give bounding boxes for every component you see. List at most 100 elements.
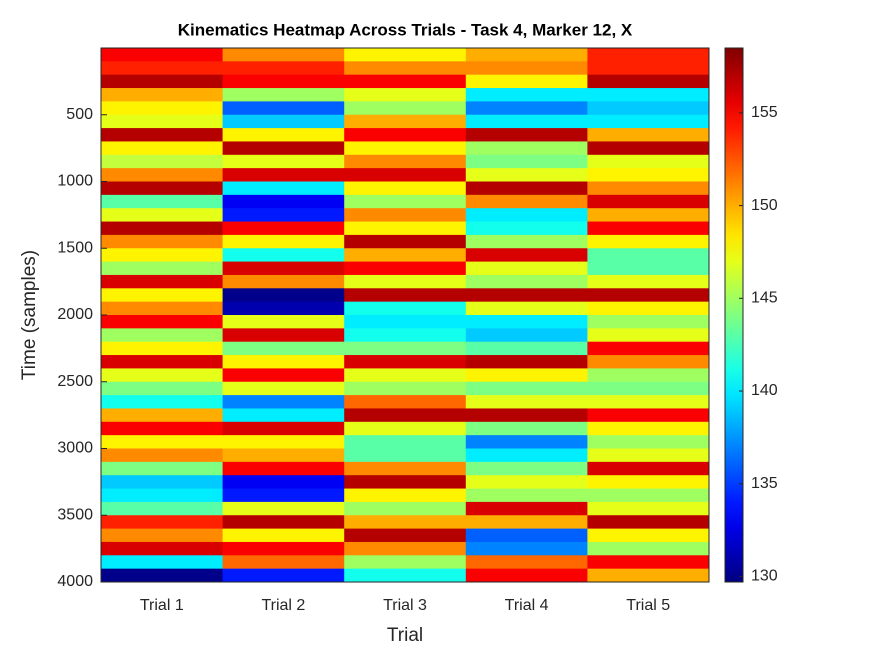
heatmap-cell [344,221,467,236]
heatmap-cell [101,181,224,196]
heatmap-cell [101,555,224,570]
heatmap-cell [587,541,710,556]
heatmap-cell [465,128,588,142]
heatmap-cell [587,488,710,503]
heatmap-cell [101,408,224,423]
heatmap-cell [101,101,224,116]
heatmap-cell [222,555,345,570]
heatmap-cell [222,248,345,263]
heatmap-cell [344,368,467,383]
heatmap-cell [344,261,467,276]
heatmap-cell [344,568,467,583]
heatmap-cell [222,141,345,156]
heatmap-cell [222,208,345,223]
heatmap-cell [222,568,345,583]
y-axis-label: Time (samples) [19,250,40,380]
heatmap-cell [344,541,467,556]
heatmap-cell [222,128,345,142]
x-axis-label: Trial [387,625,423,646]
heatmap-cell [465,555,588,570]
heatmap-cell [101,541,224,556]
heatmap-cell [222,355,345,369]
heatmap-cell [222,475,345,490]
heatmap-cell [587,408,710,423]
heatmap-cell [222,168,345,182]
heatmap-cell [344,395,467,409]
heatmap-cell [344,328,467,343]
heatmap-cell [587,248,710,263]
heatmap-cell [465,248,588,263]
heatmap-cell [587,48,710,62]
colorbar-tick-label: 155 [751,104,778,121]
heatmap-cell [101,488,224,503]
heatmap-cell [222,395,345,409]
heatmap-cell [344,381,467,396]
heatmap-cell [222,315,345,329]
heatmap-cell [101,381,224,396]
heatmap-cell [344,74,467,89]
heatmap-cell [222,88,345,102]
heatmap-cell [101,154,224,169]
heatmap-cell [587,168,710,182]
heatmap-cell [465,515,588,530]
heatmap-cell [222,461,345,476]
heatmap-cell [587,341,710,356]
heatmap-cell [101,341,224,356]
heatmap-cell [465,408,588,423]
heatmap-cell [344,88,467,102]
heatmap-cell [587,395,710,409]
heatmap-cell [222,488,345,503]
heatmap-cell [465,208,588,223]
heatmap-cell [222,368,345,383]
heatmap-cell [587,568,710,583]
heatmap-cell [465,368,588,383]
heatmap-cell [587,368,710,383]
heatmap-cell [465,48,588,62]
heatmap-cell [587,141,710,156]
heatmap-cell [101,515,224,530]
heatmap-cell [587,461,710,476]
heatmap-cell [465,261,588,276]
heatmap-cell [222,61,345,76]
heatmap-cell [465,288,588,303]
heatmap-cell [222,221,345,236]
heatmap-cell [587,435,710,449]
heatmap-cell [344,421,467,436]
heatmap-cell [587,475,710,490]
heatmap-cell [587,61,710,76]
heatmap-cell [587,328,710,343]
colorbar-tick-label: 150 [751,197,778,214]
colorbar-tick-label: 140 [751,382,778,399]
heatmap-cell [101,168,224,182]
heatmap-cell [101,328,224,343]
heatmap-cell [587,315,710,329]
heatmap-cell [344,555,467,570]
heatmap-cell [344,435,467,449]
heatmap-cell [344,448,467,463]
heatmap-cell [587,114,710,129]
heatmap-cells [101,48,710,583]
heatmap-cell [344,315,467,329]
heatmap-cell [465,528,588,543]
heatmap-cell [587,355,710,369]
heatmap-cell [344,355,467,369]
heatmap-cell [222,114,345,129]
heatmap-cell [222,448,345,463]
heatmap-cell [222,501,345,516]
heatmap-cell [465,435,588,449]
heatmap-cell [587,501,710,516]
heatmap-cell [465,355,588,369]
heatmap-cell [101,128,224,142]
heatmap-cell [101,475,224,490]
heatmap-cell [101,315,224,329]
heatmap-cell [222,288,345,303]
heatmap-cell [465,101,588,116]
heatmap-cell [344,168,467,182]
heatmap-cell [101,194,224,209]
heatmap-cell [101,568,224,583]
heatmap-cell [465,501,588,516]
heatmap-cell [101,301,224,316]
heatmap-cell [101,435,224,449]
heatmap-cell [222,341,345,356]
